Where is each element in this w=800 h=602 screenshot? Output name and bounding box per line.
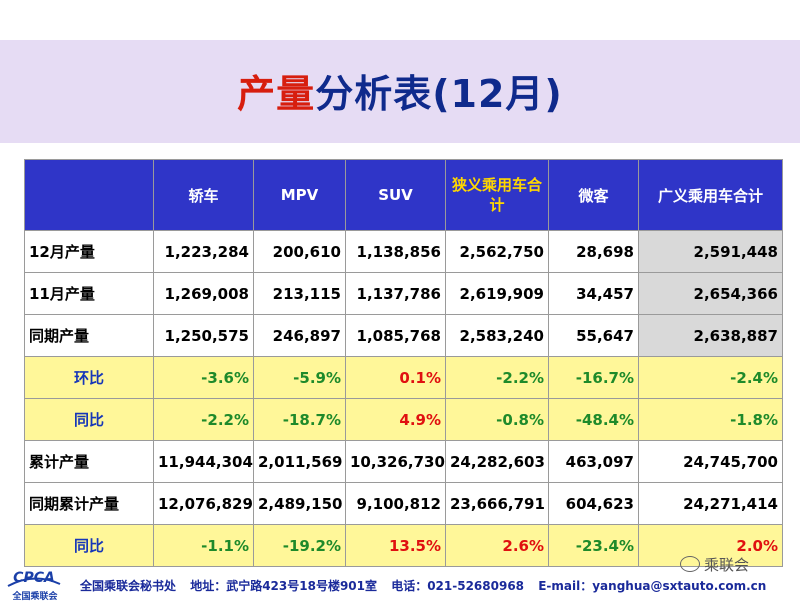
page-title: 产量分析表(12月) — [0, 72, 800, 116]
table-cell: 23,666,791 — [445, 482, 549, 525]
row-label: 11月产量 — [24, 272, 154, 315]
table-cell: -2.2% — [153, 398, 254, 441]
top-strip — [0, 0, 800, 40]
footer-phone: 电话：021-52680968 — [391, 579, 525, 593]
table-cell: 604,623 — [548, 482, 639, 525]
table-cell: 11,944,304 — [153, 440, 254, 483]
table-cell: -23.4% — [548, 524, 639, 567]
table-cell: 1,138,856 — [345, 230, 446, 273]
table-cell: -2.2% — [445, 356, 549, 399]
table-cell: 2.0% — [638, 524, 783, 567]
table-cell: 200,610 — [253, 230, 346, 273]
table-cell: -0.8% — [445, 398, 549, 441]
table-cell: 55,647 — [548, 314, 639, 357]
table-cell: 2,489,150 — [253, 482, 346, 525]
header-narrow-total: 狭义乘用车合计 — [445, 159, 549, 231]
table-row: 12月产量 1,223,284 200,610 1,138,856 2,562,… — [24, 230, 783, 273]
table-cell: -19.2% — [253, 524, 346, 567]
watermark: 乘联会 — [680, 554, 749, 575]
title-rest: 分析表(12月) — [315, 72, 563, 116]
table-cell: -2.4% — [638, 356, 783, 399]
row-label: 累计产量 — [24, 440, 154, 483]
cpca-logo-icon — [7, 577, 61, 587]
production-table: 轿车 MPV SUV 狭义乘用车合计 微客 广义乘用车合计 12月产量 1,22… — [24, 159, 783, 567]
footer — [0, 568, 800, 600]
table-row: 环比 -3.6% -5.9% 0.1% -2.2% -16.7% -2.4% — [24, 356, 783, 399]
table-cell: 2,619,909 — [445, 272, 549, 315]
table-cell: 24,282,603 — [445, 440, 549, 483]
table-row: 累计产量 11,944,304 2,011,569 10,326,730 24,… — [24, 440, 783, 483]
table-row: 同比 -1.1% -19.2% 13.5% 2.6% -23.4% 2.0% — [24, 524, 783, 567]
table-cell: 0.1% — [345, 356, 446, 399]
table-cell: 12,076,829 — [153, 482, 254, 525]
row-label: 环比 — [24, 356, 154, 399]
table-cell: 2,583,240 — [445, 314, 549, 357]
row-label: 同比 — [24, 524, 154, 567]
table-cell: -1.1% — [153, 524, 254, 567]
row-label: 12月产量 — [24, 230, 154, 273]
table-cell: 2,654,366 — [638, 272, 783, 315]
table-cell: 1,137,786 — [345, 272, 446, 315]
table-cell: 4.9% — [345, 398, 446, 441]
header-sedan: 轿车 — [153, 159, 254, 231]
table-cell: 24,271,414 — [638, 482, 783, 525]
table-cell: 246,897 — [253, 314, 346, 357]
table-cell: -1.8% — [638, 398, 783, 441]
table-cell: -16.7% — [548, 356, 639, 399]
header-minivan: 微客 — [548, 159, 639, 231]
row-label: 同期累计产量 — [24, 482, 154, 525]
logo-text: CPCA — [13, 570, 55, 586]
table-cell: -5.9% — [253, 356, 346, 399]
table-row: 同期产量 1,250,575 246,897 1,085,768 2,583,2… — [24, 314, 783, 357]
logo-subtext: 全国乘联会 — [12, 592, 58, 602]
row-label: 同期产量 — [24, 314, 154, 357]
header-empty — [24, 159, 154, 231]
title-highlight: 产量 — [237, 72, 316, 116]
header-row: 轿车 MPV SUV 狭义乘用车合计 微客 广义乘用车合计 — [24, 159, 783, 231]
table-cell: -48.4% — [548, 398, 639, 441]
wechat-icon — [680, 556, 700, 572]
header-suv: SUV — [345, 159, 446, 231]
footer-contact: 全国乘联会秘书处 地址：武宁路423号18号楼901室 电话：021-52680… — [80, 577, 776, 594]
table-cell: 2,011,569 — [253, 440, 346, 483]
table-cell: 2,562,750 — [445, 230, 549, 273]
table-cell: 213,115 — [253, 272, 346, 315]
table-cell: 2,638,887 — [638, 314, 783, 357]
table-cell: 34,457 — [548, 272, 639, 315]
table-cell: 1,250,575 — [153, 314, 254, 357]
table-cell: 2.6% — [445, 524, 549, 567]
footer-email: E-mail：yanghua@sxtauto.com.cn — [538, 579, 767, 593]
table-cell: 1,085,768 — [345, 314, 446, 357]
table-cell: 1,223,284 — [153, 230, 254, 273]
footer-org: 全国乘联会秘书处 — [80, 579, 177, 593]
title-band — [0, 40, 800, 143]
watermark-text: 乘联会 — [704, 556, 750, 574]
table-cell: 24,745,700 — [638, 440, 783, 483]
header-broad-total: 广义乘用车合计 — [638, 159, 783, 231]
footer-address: 地址：武宁路423号18号楼901室 — [190, 579, 378, 593]
table-cell: 1,269,008 — [153, 272, 254, 315]
table-cell: -18.7% — [253, 398, 346, 441]
row-label: 同比 — [24, 398, 154, 441]
table-cell: 28,698 — [548, 230, 639, 273]
table-row: 同比 -2.2% -18.7% 4.9% -0.8% -48.4% -1.8% — [24, 398, 783, 441]
table-cell: 2,591,448 — [638, 230, 783, 273]
table-row: 同期累计产量 12,076,829 2,489,150 9,100,812 23… — [24, 482, 783, 525]
table-cell: 463,097 — [548, 440, 639, 483]
table-cell: 10,326,730 — [345, 440, 446, 483]
table-cell: 13.5% — [345, 524, 446, 567]
table-cell: -3.6% — [153, 356, 254, 399]
table-row: 11月产量 1,269,008 213,115 1,137,786 2,619,… — [24, 272, 783, 315]
header-mpv: MPV — [253, 159, 346, 231]
table-cell: 9,100,812 — [345, 482, 446, 525]
